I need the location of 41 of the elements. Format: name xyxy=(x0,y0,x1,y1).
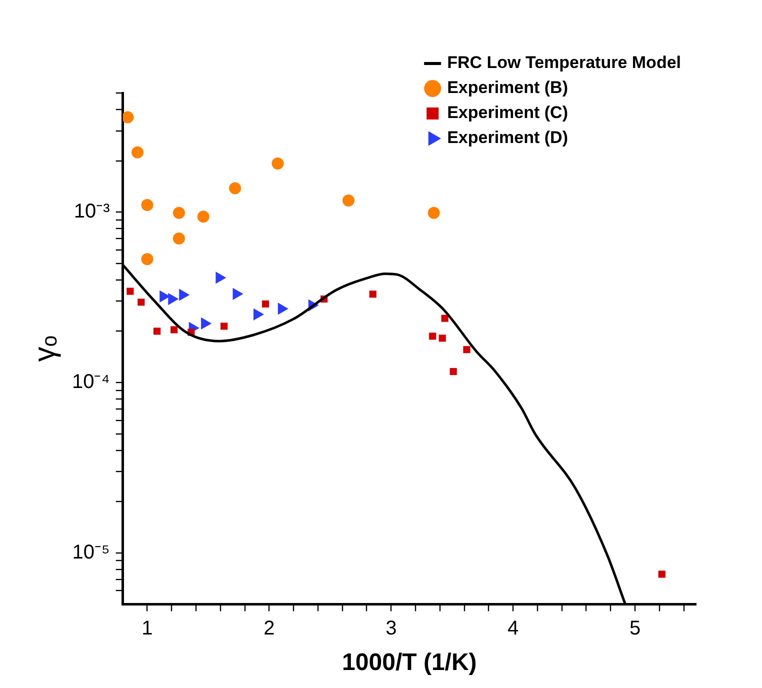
point xyxy=(463,346,470,354)
x-tick-label: 5 xyxy=(629,618,641,640)
point xyxy=(429,332,436,340)
y-tick-label: 10⁻⁴ xyxy=(72,371,110,394)
point xyxy=(229,182,242,194)
point xyxy=(172,232,185,244)
point xyxy=(438,334,446,342)
point xyxy=(232,288,244,300)
point xyxy=(141,253,154,266)
y-tick-label: 10⁻³ xyxy=(74,200,110,223)
point xyxy=(658,570,666,578)
x-tick-label: 4 xyxy=(508,618,519,640)
point xyxy=(197,210,210,223)
point xyxy=(428,206,440,219)
x-tick-label: 3 xyxy=(386,618,397,640)
y-tick-label: 10⁻⁵ xyxy=(72,541,110,564)
point xyxy=(272,157,284,170)
x-axis-title: 1000/T (1/K) xyxy=(342,649,477,676)
x-tick-label: 2 xyxy=(264,618,275,640)
point xyxy=(253,308,264,320)
point xyxy=(138,298,145,306)
x-tick-label: 1 xyxy=(142,618,153,640)
y-axis-title: γₒ xyxy=(28,335,62,362)
legend-label: Experiment (B) xyxy=(447,78,568,98)
point xyxy=(262,300,270,308)
point xyxy=(441,314,448,322)
point xyxy=(131,146,144,158)
point xyxy=(278,302,288,315)
point xyxy=(172,206,185,219)
point xyxy=(153,328,161,335)
point xyxy=(220,322,228,330)
legend-label: FRC Low Temperature Model xyxy=(447,53,682,72)
point xyxy=(141,199,154,212)
point xyxy=(126,288,134,295)
legend-label: Experiment (D) xyxy=(447,128,568,148)
point xyxy=(369,290,376,298)
point xyxy=(342,194,354,206)
legend-label: Experiment (C) xyxy=(447,103,568,122)
point xyxy=(450,368,457,376)
point xyxy=(170,326,178,334)
point xyxy=(122,111,134,124)
